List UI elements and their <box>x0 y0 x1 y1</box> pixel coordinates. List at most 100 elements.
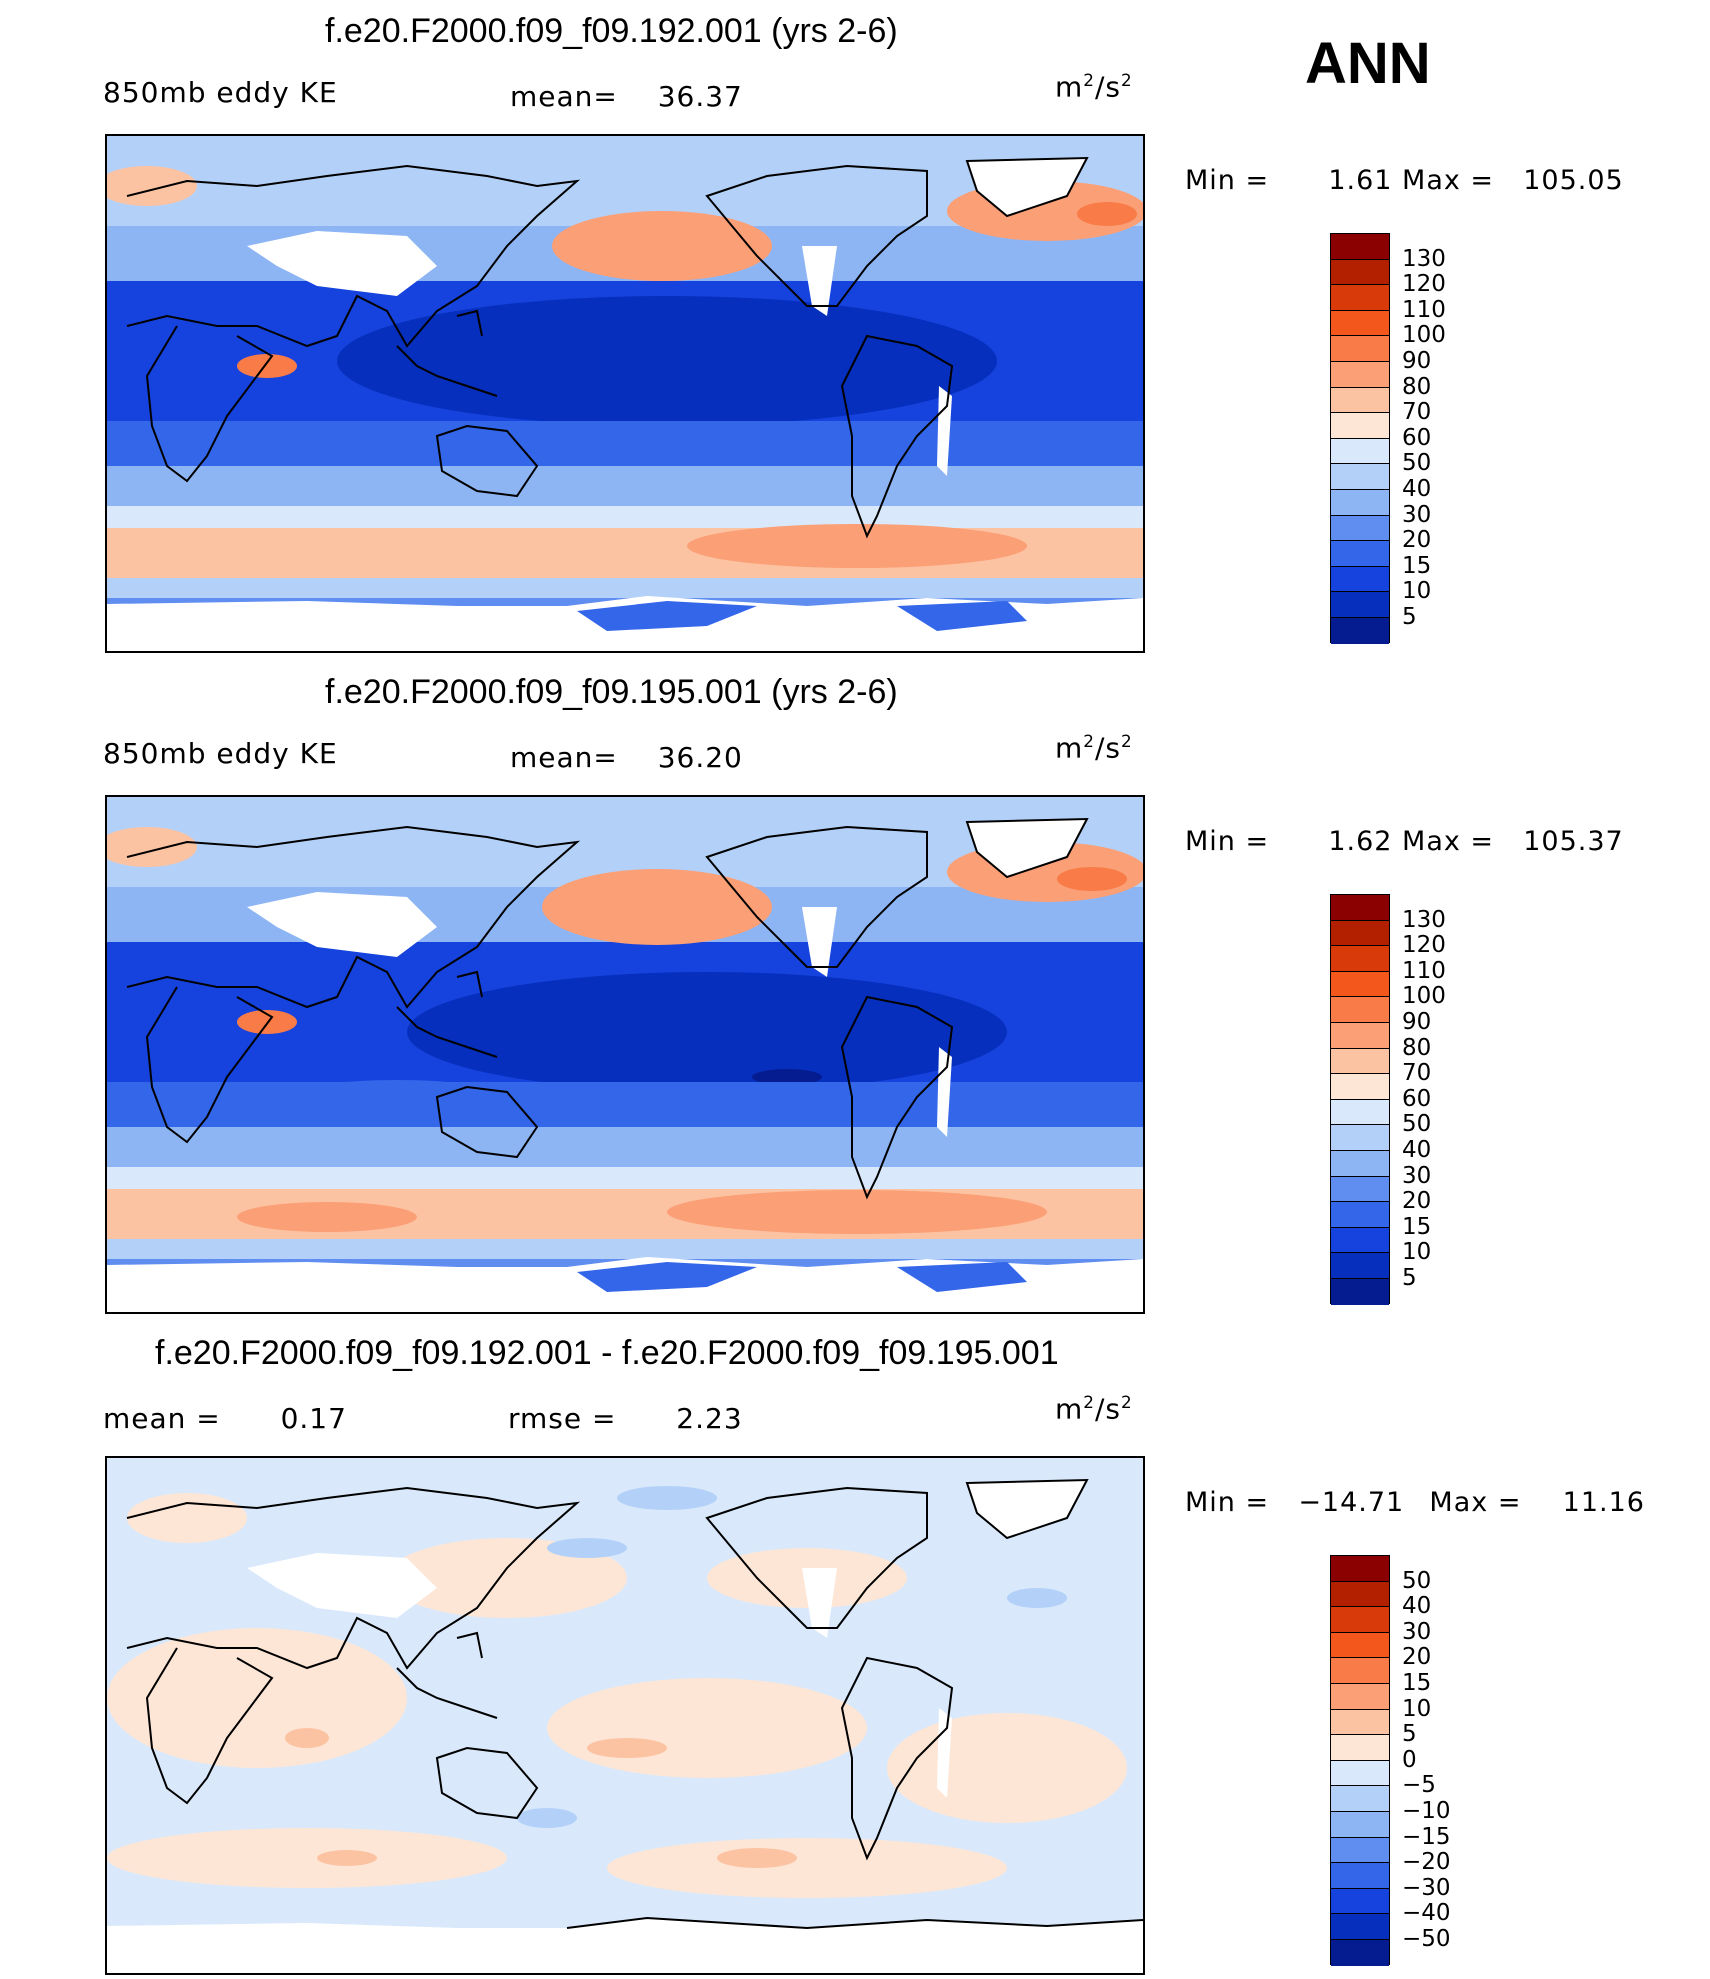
colorbar-label: 130 <box>1402 906 1446 933</box>
colorbar-label: 100 <box>1402 322 1446 349</box>
colorbar-swatch <box>1331 1227 1389 1254</box>
colorbar-label: 90 <box>1402 1009 1432 1035</box>
units-exp-a: 2 <box>1083 1392 1095 1412</box>
units-base: m <box>1055 70 1084 104</box>
panel-1-field: 850mb eddy KE <box>103 76 338 109</box>
colorbar-label: 15 <box>1402 1670 1432 1696</box>
units-sep: /s <box>1094 1392 1121 1426</box>
panel-3-mean: mean = 0.17 <box>103 1402 347 1435</box>
units-sep: /s <box>1094 70 1121 104</box>
panel-1-max-value: 105.05 <box>1523 165 1624 196</box>
colorbar-label: 50 <box>1402 1111 1432 1138</box>
colorbar-swatch <box>1331 920 1389 947</box>
colorbar-swatch <box>1331 310 1389 337</box>
panel-1-minmax: Min = 1.61 Max = 105.05 <box>1185 165 1624 196</box>
colorbar-swatch <box>1331 1914 1389 1940</box>
colorbar-swatch <box>1331 997 1389 1023</box>
colorbar-swatch <box>1331 234 1389 260</box>
colorbar-swatch <box>1331 336 1389 362</box>
panel-2-max-value: 105.37 <box>1523 826 1624 857</box>
colorbar-label: 40 <box>1402 1593 1432 1620</box>
panel-3-title: f.e20.F2000.f09_f09.192.001 - f.e20.F200… <box>155 1334 1059 1372</box>
panel-2-max-label: Max = <box>1402 826 1495 857</box>
panel-2-mean-value: 36.20 <box>657 741 743 774</box>
colorbar-label: 80 <box>1402 1034 1432 1061</box>
panel-3-units: m2/s2 <box>1055 1392 1133 1425</box>
panel-2-field: 850mb eddy KE <box>103 737 338 770</box>
panel-2-min-label: Min = <box>1185 826 1270 857</box>
colorbar-swatch <box>1331 1022 1389 1049</box>
colorbar-swatch <box>1331 515 1389 542</box>
colorbar-label: 15 <box>1402 1213 1432 1240</box>
colorbar-label: 20 <box>1402 527 1432 554</box>
colorbar-label: 90 <box>1402 348 1432 374</box>
colorbar-label: 100 <box>1402 983 1446 1010</box>
panel-3-max-value: 11.16 <box>1562 1487 1645 1518</box>
colorbar-label: 15 <box>1402 552 1432 579</box>
panel-2-min-value: 1.62 <box>1328 826 1393 857</box>
colorbar-swatch <box>1331 566 1389 593</box>
colorbar-swatch <box>1331 361 1389 388</box>
colorbar-swatch <box>1331 1888 1389 1915</box>
colorbar-swatch <box>1331 464 1389 490</box>
colorbar-swatch <box>1331 1150 1389 1177</box>
colorbar-label: 5 <box>1402 604 1417 630</box>
colorbar-label: −30 <box>1402 1874 1451 1901</box>
colorbar-label: 60 <box>1402 1085 1432 1112</box>
colorbar-swatch <box>1331 1278 1389 1305</box>
colorbar-swatch <box>1331 1786 1389 1812</box>
colorbar-swatch <box>1331 1581 1389 1608</box>
colorbar-swatch <box>1331 1811 1389 1838</box>
panel-1-mean-label: mean= <box>510 80 618 113</box>
colorbar-label: 30 <box>1402 1162 1432 1189</box>
colorbar-label: −20 <box>1402 1849 1451 1876</box>
colorbar-swatch <box>1331 592 1389 618</box>
colorbar-label: 30 <box>1402 1618 1432 1645</box>
colorbar-label: −15 <box>1402 1823 1451 1850</box>
colorbar-swatch <box>1331 285 1389 311</box>
colorbar-label: 20 <box>1402 1188 1432 1215</box>
colorbar-swatch <box>1331 1709 1389 1736</box>
colorbar-swatch <box>1331 1607 1389 1633</box>
colorbar-swatch <box>1331 1658 1389 1684</box>
colorbar-swatch <box>1331 971 1389 998</box>
colorbar-swatch <box>1331 946 1389 972</box>
panel-2-mean-label: mean= <box>510 741 618 774</box>
colorbar-label: −5 <box>1402 1772 1436 1799</box>
colorbar-label: 80 <box>1402 373 1432 400</box>
colorbar-swatch <box>1331 1074 1389 1100</box>
colorbar-swatch <box>1331 1176 1389 1203</box>
colorbar-swatch <box>1331 1253 1389 1279</box>
colorbar-swatch <box>1331 1632 1389 1659</box>
colorbar-label: 50 <box>1402 1567 1432 1594</box>
panel-1-mean: mean= 36.37 <box>510 80 743 113</box>
panel-3-rmse-value: 2.23 <box>676 1402 743 1435</box>
colorbar-label: −50 <box>1402 1926 1451 1952</box>
colorbar-swatch <box>1331 387 1389 414</box>
panel-3-min-value: −14.71 <box>1298 1487 1405 1518</box>
colorbar-label: 50 <box>1402 450 1432 477</box>
colorbar-swatch <box>1331 1048 1389 1075</box>
colorbar-swatch <box>1331 489 1389 516</box>
panel-3-mean-label: mean = <box>103 1402 221 1435</box>
colorbar-label: 40 <box>1402 1137 1432 1163</box>
panel-1-title: f.e20.F2000.f09_f09.192.001 (yrs 2-6) <box>325 12 898 50</box>
colorbar-swatch <box>1331 259 1389 286</box>
colorbar-label: 20 <box>1402 1644 1432 1671</box>
colorbar-label: 10 <box>1402 578 1432 605</box>
colorbar-label: 130 <box>1402 245 1446 272</box>
colorbar-label: −10 <box>1402 1798 1451 1824</box>
panel-3-map <box>105 1456 1145 1975</box>
colorbar-swatch <box>1331 438 1389 465</box>
colorbar-label: 40 <box>1402 476 1432 502</box>
panel-3-colorbar <box>1330 1555 1390 1966</box>
panel-3-min-label: Min = <box>1185 1487 1270 1518</box>
units-sep: /s <box>1094 731 1121 765</box>
colorbar-label: 10 <box>1402 1239 1432 1266</box>
colorbar-swatch <box>1331 541 1389 567</box>
colorbar-swatch <box>1331 1760 1389 1787</box>
panel-2-map <box>105 795 1145 1314</box>
units-exp-a: 2 <box>1083 70 1095 90</box>
colorbar-label: 5 <box>1402 1265 1417 1291</box>
colorbar-label: 30 <box>1402 501 1432 528</box>
